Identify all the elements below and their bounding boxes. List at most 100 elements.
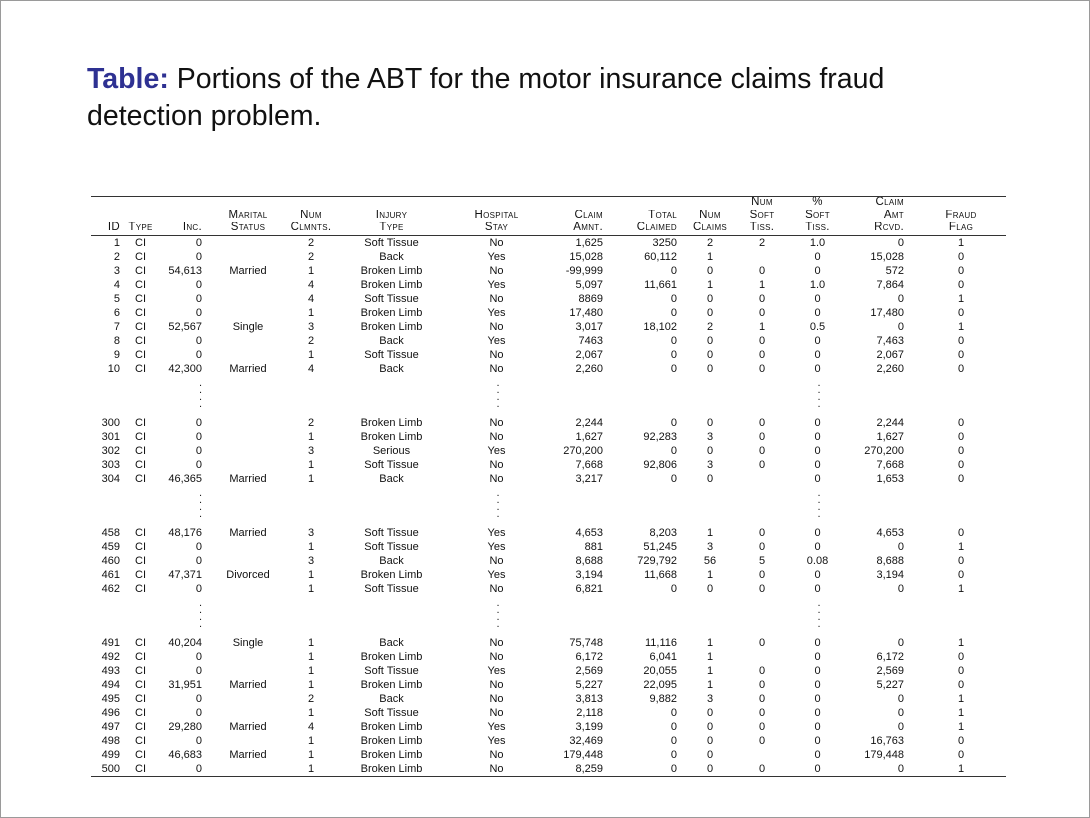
table-cell: 0 <box>706 762 714 775</box>
table-cell: 1 <box>307 734 315 747</box>
table-cell: CI <box>135 748 146 761</box>
table-cell: 52,567 <box>168 320 202 333</box>
table-cell: CI <box>135 458 146 471</box>
column-header <box>157 197 208 210</box>
table-cell: 1 <box>307 706 315 719</box>
table-cell: 40,204 <box>168 636 202 649</box>
table-cell: 0 <box>758 734 766 747</box>
table-row: 1 CI 0 2 Soft Tissue No 1,625 3250 2 2 1.0 0 1 <box>91 236 1006 250</box>
vertical-ellipsis: .... <box>198 376 202 410</box>
table-cell: No <box>489 636 504 649</box>
table-cell: 0 <box>814 306 821 319</box>
table-cell: Broken Limb <box>360 734 423 747</box>
table-cell: Married <box>229 264 267 277</box>
table-cell: 1 <box>307 650 315 663</box>
vertical-ellipsis: .... <box>198 486 202 520</box>
table-cell: 0 <box>957 444 965 457</box>
column-header: Rcvd. <box>874 222 904 233</box>
table-cell: 0 <box>957 568 965 581</box>
table-cell: 56 <box>703 554 717 567</box>
table-cell: CI <box>135 692 146 705</box>
table-cell: Married <box>229 362 267 375</box>
table-cell: 0 <box>814 458 821 471</box>
table-cell: 0 <box>195 540 202 553</box>
column-header: Num <box>300 209 322 221</box>
table-cell: 0 <box>706 264 714 277</box>
table-cell: 0 <box>957 430 965 443</box>
ellipsis-row: ............ <box>91 376 1006 416</box>
table-cell: 1 <box>307 678 315 691</box>
table-cell: 0 <box>814 762 821 775</box>
table-cell: 0 <box>957 250 965 263</box>
table-row: 494 CI 31,951 Married 1 Broken Limb No 5,227 22,… <box>91 678 1006 692</box>
table-cell: 0 <box>706 348 714 361</box>
table-cell: 0 <box>706 416 714 429</box>
column-header <box>288 197 334 210</box>
column-header: Claim <box>574 209 603 221</box>
table-row: 8 CI 0 2 Back Yes 7463 0 0 0 0 7,463 0 <box>91 334 1006 348</box>
table-cell: 3,017 <box>575 320 603 333</box>
column-header <box>157 210 208 223</box>
table-cell: 459 <box>101 540 120 553</box>
table-cell: 1 <box>706 526 714 539</box>
table-cell: 0 <box>195 278 202 291</box>
table-cell: 0 <box>706 748 714 761</box>
table-cell: 0 <box>814 362 821 375</box>
table-cell: 0 <box>957 458 965 471</box>
table-cell: CI <box>135 348 146 361</box>
table-cell: 179,448 <box>563 748 603 761</box>
table-cell: 15,028 <box>870 250 904 263</box>
table-cell: 0 <box>195 416 202 429</box>
table-cell: 2 <box>307 416 315 429</box>
table-cell: 0 <box>897 236 904 249</box>
table-cell: 9 <box>113 348 120 361</box>
table-cell: Yes <box>487 540 506 553</box>
table-cell: CI <box>135 320 146 333</box>
table-cell: 497 <box>101 720 120 733</box>
table-cell: 0.08 <box>806 554 829 567</box>
table-cell: No <box>489 430 504 443</box>
table-cell: Broken Limb <box>360 678 423 691</box>
table-cell: CI <box>135 236 146 249</box>
table-cell: Married <box>229 472 267 485</box>
table-cell: CI <box>135 540 146 553</box>
table-cell: 0 <box>897 320 904 333</box>
table-cell: 0 <box>957 650 965 663</box>
table-cell: 11,116 <box>644 636 677 649</box>
column-header: Claim <box>875 197 904 208</box>
table-cell: CI <box>135 582 146 595</box>
table-cell: 2,244 <box>575 416 603 429</box>
table-cell: 9,882 <box>649 692 677 705</box>
table-cell: 0 <box>814 416 821 429</box>
table-cell <box>208 250 288 264</box>
table-cell: 0 <box>897 762 904 775</box>
table-cell: Broken Limb <box>360 762 423 775</box>
table-cell: 3,217 <box>575 472 603 485</box>
table-cell: 1 <box>307 762 315 775</box>
vertical-ellipsis: .... <box>817 376 821 410</box>
table-cell: 0 <box>957 734 965 747</box>
column-header <box>449 197 544 210</box>
table-cell: 47,371 <box>168 568 202 581</box>
table-cell: 0 <box>814 678 821 691</box>
table-cell: 0 <box>670 334 677 347</box>
table-cell: 92,806 <box>643 458 677 471</box>
table-cell: Back <box>379 334 404 347</box>
table-row: 458 CI 48,176 Married 3 Soft Tissue Yes 4,653 8,… <box>91 526 1006 540</box>
table-cell: 493 <box>101 664 120 677</box>
table-cell: 0 <box>195 458 202 471</box>
table-cell: 0 <box>957 362 965 375</box>
table-cell: 0 <box>670 264 677 277</box>
table-cell: Yes <box>487 526 506 539</box>
table-cell: Broken Limb <box>360 650 423 663</box>
table-cell <box>208 416 288 430</box>
table-cell: 6 <box>113 306 120 319</box>
table-cell: 0 <box>758 582 766 595</box>
table-cell: 0 <box>195 650 202 663</box>
column-header: Clmnts. <box>290 222 332 233</box>
table-row: 460 CI 0 3 Back No 8,688 729,792 56 5 0.08 8,688 0 <box>91 554 1006 568</box>
table-cell: 0 <box>758 692 766 705</box>
table-cell: Back <box>379 362 404 375</box>
table-cell: 0 <box>814 444 821 457</box>
table-cell: 2 <box>706 236 714 249</box>
